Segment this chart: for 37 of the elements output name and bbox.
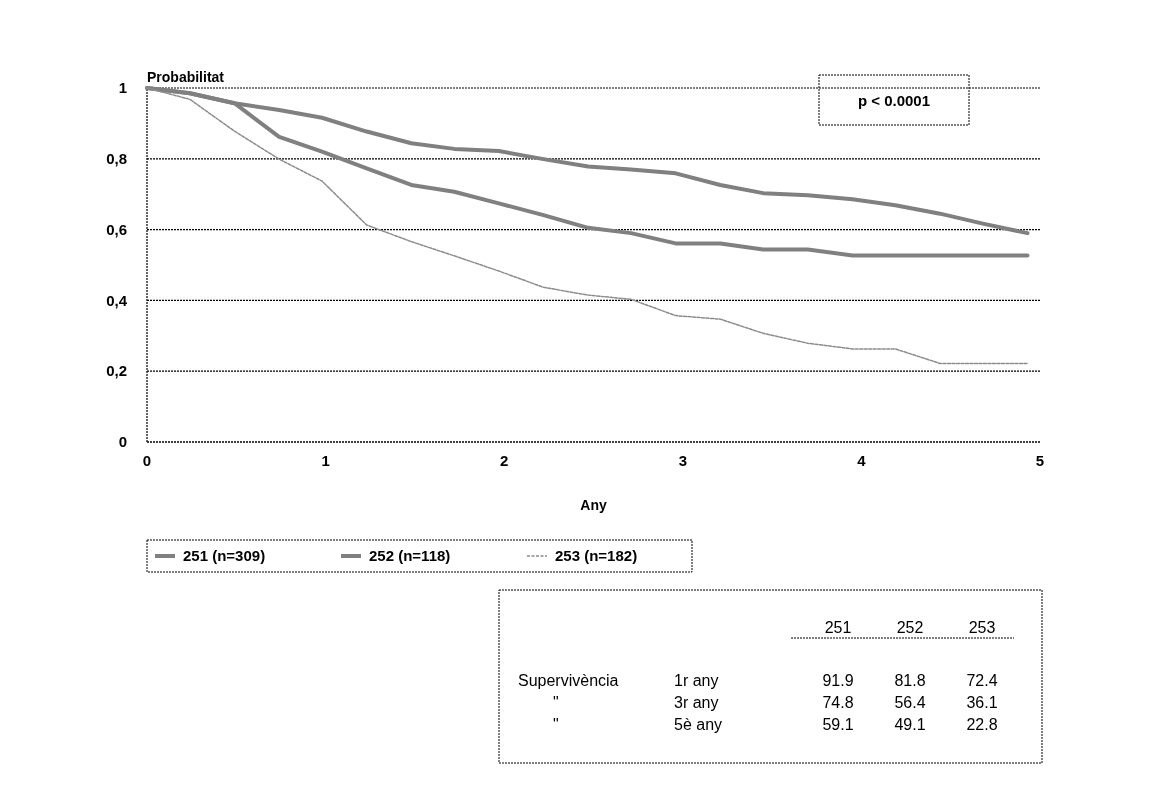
x-axis-title: Any bbox=[580, 497, 607, 513]
x-tick-label: 4 bbox=[857, 452, 867, 469]
text: " bbox=[553, 716, 559, 733]
text: 81.8 bbox=[894, 672, 926, 689]
text: 49.1 bbox=[894, 716, 926, 733]
legend-label: 253 (n=182) bbox=[555, 547, 638, 564]
y-tick-label: 1 bbox=[118, 79, 127, 97]
y-tick-label: 0,8 bbox=[106, 150, 127, 168]
legend-label: 251 (n=309) bbox=[183, 547, 266, 564]
text: 74.8 bbox=[822, 694, 854, 711]
x-tick-label: 1 bbox=[321, 452, 330, 469]
text: 3r any bbox=[674, 694, 719, 711]
y-tick-label: 0,4 bbox=[106, 291, 128, 309]
line-series bbox=[146, 87, 1029, 365]
legend-label: 252 (n=118) bbox=[369, 547, 451, 564]
annotation: p < 0.0001 bbox=[857, 92, 931, 109]
x-tick-label: 0 bbox=[142, 452, 152, 469]
text: 56.4 bbox=[894, 694, 926, 711]
text: 5è any bbox=[674, 716, 723, 733]
x-tick-label: 5 bbox=[1035, 452, 1045, 469]
y-tick-label: 0 bbox=[118, 433, 127, 451]
text: 91.9 bbox=[822, 672, 854, 689]
text: 252 bbox=[896, 619, 924, 636]
text: 1r any bbox=[674, 672, 719, 689]
y-tick-label: 0,2 bbox=[106, 362, 127, 380]
text: 72.4 bbox=[966, 672, 998, 689]
text: 22.8 bbox=[966, 716, 998, 733]
x-tick-label: 2 bbox=[500, 452, 509, 469]
text: 59.1 bbox=[822, 716, 854, 733]
text: 251 bbox=[824, 619, 852, 636]
text: Supervivència bbox=[518, 672, 619, 689]
x-tick-label: 3 bbox=[678, 452, 687, 469]
text: " bbox=[553, 694, 559, 711]
text: 253 bbox=[968, 619, 996, 636]
text: 36.1 bbox=[966, 694, 998, 711]
y-axis-title: Probabilitat bbox=[147, 69, 225, 85]
y-tick-label: 0,6 bbox=[106, 220, 127, 238]
